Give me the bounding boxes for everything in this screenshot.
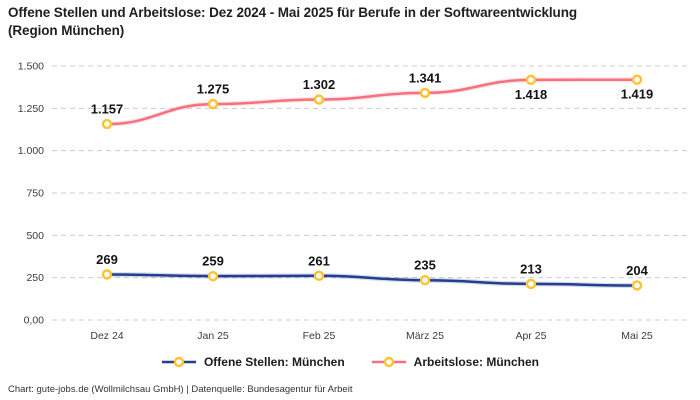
data-point-offene-stellen-muenchen[interactable] bbox=[101, 269, 113, 280]
data-point-offene-stellen-muenchen[interactable] bbox=[207, 270, 219, 282]
data-point-label: 261 bbox=[308, 253, 330, 268]
data-point-label: 1.302 bbox=[303, 77, 336, 92]
y-axis-tick-label: 750 bbox=[26, 188, 44, 200]
data-point-label: 235 bbox=[414, 258, 436, 273]
data-point-label: 1.418 bbox=[515, 87, 548, 102]
data-point-label: 213 bbox=[520, 261, 542, 276]
x-axis-tick-label: Mai 25 bbox=[621, 330, 653, 342]
data-point-arbeitslose-muenchen[interactable] bbox=[419, 87, 431, 99]
data-point-offene-stellen-muenchen[interactable] bbox=[525, 278, 537, 290]
data-point-arbeitslose-muenchen[interactable] bbox=[313, 94, 325, 105]
series-line-offene-stellen-muenchen bbox=[105, 273, 639, 287]
data-point-label: 1.419 bbox=[621, 87, 654, 102]
y-axis-tick-label: 1.500 bbox=[18, 61, 44, 73]
y-axis-tick-label: 1.250 bbox=[18, 103, 44, 115]
data-point-arbeitslose-muenchen[interactable] bbox=[525, 74, 537, 86]
series-line-halo-arbeitslose-muenchen bbox=[106, 77, 638, 127]
y-axis-tick-label: 0,00 bbox=[24, 315, 45, 327]
legend-line-marker-icon bbox=[161, 356, 196, 368]
x-axis-tick-label: Apr 25 bbox=[516, 330, 547, 342]
data-point-label: 1.341 bbox=[409, 70, 442, 85]
legend-line-marker-icon bbox=[371, 356, 406, 368]
data-point-label: 204 bbox=[626, 263, 648, 278]
chart-legend: Offene Stellen: München Arbeitslose: Münc… bbox=[0, 355, 700, 369]
x-axis-tick-label: Feb 25 bbox=[303, 330, 336, 342]
data-point-label: 269 bbox=[96, 252, 118, 267]
data-point-offene-stellen-muenchen[interactable] bbox=[631, 280, 643, 291]
legend-label: Arbeitslose: München bbox=[413, 355, 540, 369]
y-axis-tick-label: 500 bbox=[26, 230, 44, 242]
legend-item-arbeitslose-muenchen[interactable]: Arbeitslose: München bbox=[371, 355, 539, 369]
data-point-offene-stellen-muenchen[interactable] bbox=[419, 275, 431, 286]
data-point-label: 1.275 bbox=[197, 82, 230, 97]
chart-attribution: Chart: gute-jobs.de (Wollmilchsau GmbH) … bbox=[8, 384, 353, 395]
y-axis-tick-label: 250 bbox=[26, 272, 44, 284]
data-point-label: 259 bbox=[202, 254, 224, 269]
y-axis-tick-label: 1.000 bbox=[18, 145, 44, 157]
x-axis-tick-label: Dez 24 bbox=[90, 330, 123, 342]
line-chart-plot: 0,00 250 500 750 1.000 1.250 1.500 Dez 24 Jan 25… bbox=[18, 61, 690, 342]
data-point-arbeitslose-muenchen[interactable] bbox=[101, 118, 113, 130]
data-point-arbeitslose-muenchen[interactable] bbox=[631, 74, 643, 85]
legend-label: Offene Stellen: München bbox=[203, 355, 345, 369]
x-axis-tick-label: März 25 bbox=[406, 330, 444, 342]
legend-item-offene-stellen-muenchen[interactable]: Offene Stellen: München bbox=[161, 355, 345, 369]
series-line-arbeitslose-muenchen bbox=[105, 78, 639, 126]
data-point-arbeitslose-muenchen[interactable] bbox=[207, 98, 219, 110]
x-axis-tick-label: Jan 25 bbox=[197, 330, 229, 342]
data-point-label: 1.157 bbox=[91, 102, 124, 117]
data-point-offene-stellen-muenchen[interactable] bbox=[313, 270, 325, 282]
chart-title: Offene Stellen und Arbeitslose: Dez 2024… bbox=[8, 5, 577, 38]
